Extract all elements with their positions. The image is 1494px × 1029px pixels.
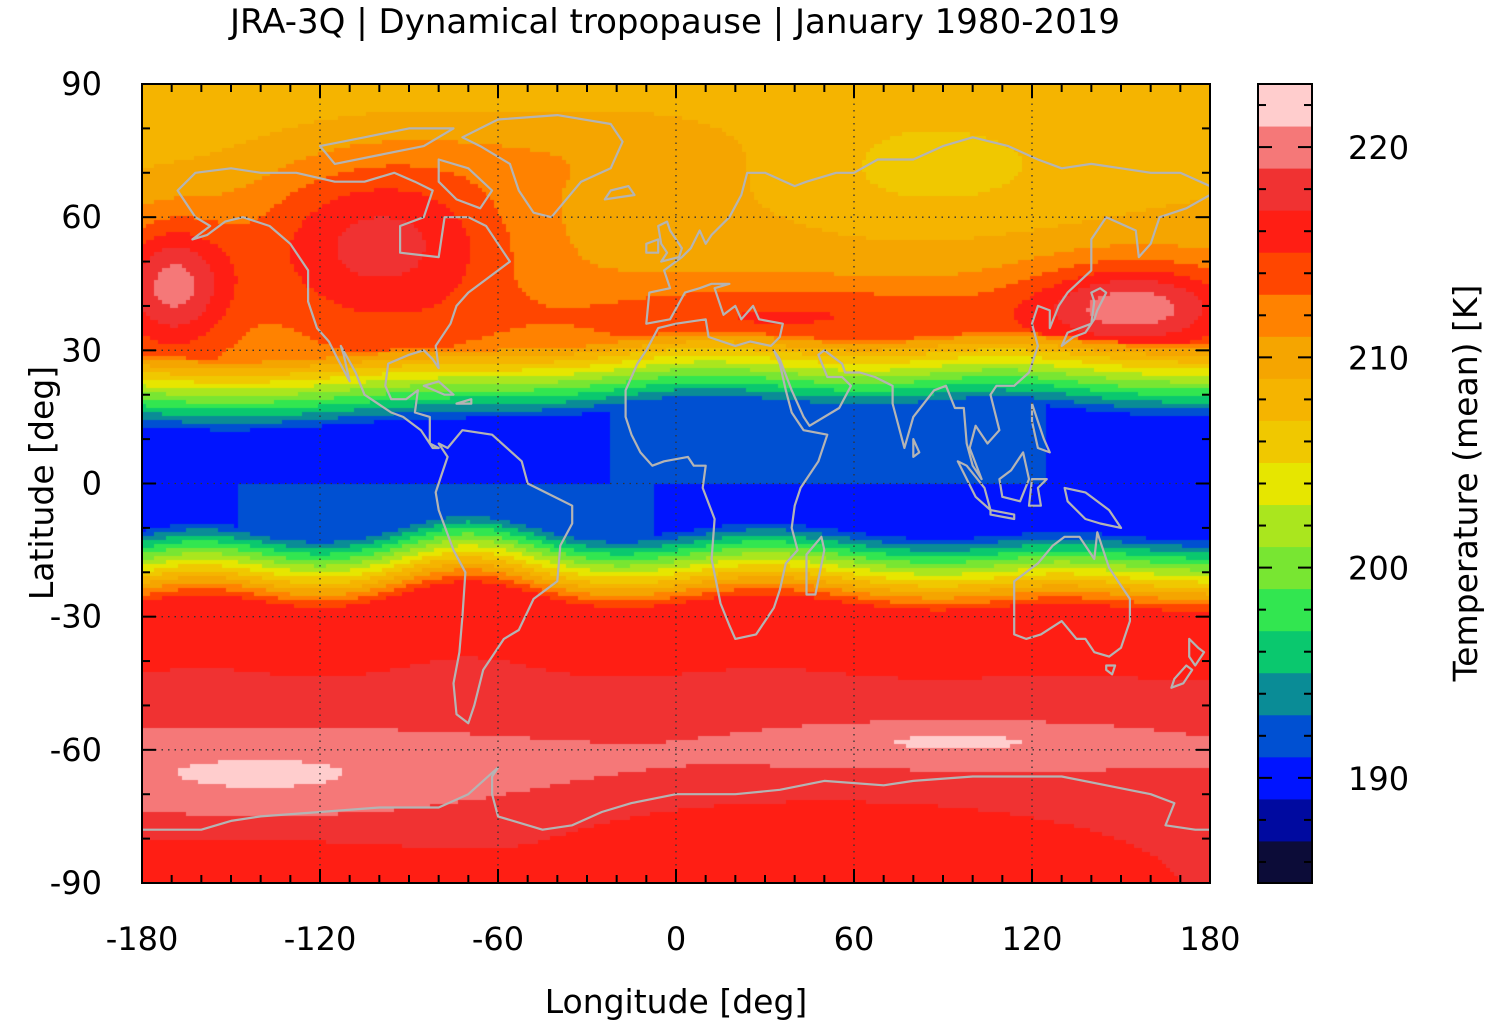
colorbar-tick-label: 200	[1348, 550, 1409, 588]
coastline-tasmania	[1105, 664, 1117, 676]
x-tick-label: 180	[1179, 920, 1240, 958]
colorbar-tick-label: 220	[1348, 129, 1409, 167]
coastline-sri-lanka	[912, 438, 921, 458]
coastline-iceland	[603, 185, 636, 201]
coastlines	[142, 113, 1210, 831]
y-axis-label: Latitude [deg]	[22, 365, 61, 601]
y-tick-label: 0	[82, 465, 102, 503]
coastline-borneo	[998, 451, 1031, 503]
coastline-cuba	[422, 380, 455, 396]
coastline-java	[989, 509, 1016, 521]
plot-area	[142, 84, 1210, 883]
coastline-antarctica	[142, 766, 1210, 831]
y-tick-label: 30	[61, 331, 102, 369]
coastline-hispaniola	[455, 398, 473, 405]
coastline-ireland	[645, 238, 660, 254]
colorbar-swatch	[1258, 294, 1312, 337]
y-tick-label: -60	[50, 731, 102, 769]
colorbar-tick-label: 190	[1348, 760, 1409, 798]
colorbar-swatch	[1258, 714, 1312, 758]
colorbar-swatch	[1258, 672, 1312, 716]
x-tick-label: 120	[1001, 920, 1062, 958]
colorbar-swatch	[1258, 168, 1312, 211]
x-tick-label: -60	[472, 920, 524, 958]
x-tick-label: 0	[666, 920, 686, 958]
coastline-great-britain	[657, 220, 684, 263]
coastline-philippines	[1030, 402, 1051, 454]
coastline-canada-islands	[318, 127, 455, 165]
coastline-baffin	[437, 158, 494, 210]
x-tick-label: 60	[834, 920, 875, 958]
y-tick-label: 60	[61, 198, 102, 236]
colorbar-swatch	[1258, 84, 1312, 127]
colorbar-swatch	[1258, 462, 1312, 506]
y-tick-label: 90	[61, 65, 102, 103]
colorbar-label: Temperature (mean) [K]	[1446, 284, 1485, 682]
coastline-japan	[1060, 287, 1108, 347]
y-tick-label: -30	[50, 598, 102, 636]
y-tick-labels: 90 60 30 0 -30 -60 -90	[50, 65, 102, 902]
x-axis-label: Longitude [deg]	[544, 982, 808, 1021]
coastline-sulawesi	[1027, 478, 1048, 507]
colorbar-swatch	[1258, 588, 1312, 632]
colorbar-swatch	[1258, 210, 1312, 253]
chart-title: JRA-3Q | Dynamical tropopause | January …	[230, 2, 1120, 42]
coastline-new-zealand-north	[1188, 637, 1206, 667]
coastline-north-america	[176, 167, 511, 450]
coastline-greenland	[461, 113, 624, 219]
colorbar-tick-label: 210	[1348, 339, 1409, 377]
coastline-madagascar	[805, 535, 826, 596]
colorbar-swatch	[1258, 252, 1312, 295]
colorbar	[1258, 84, 1312, 884]
colorbar-swatch	[1258, 840, 1312, 884]
x-tick-label: -120	[284, 920, 357, 958]
x-tick-label: -180	[106, 920, 179, 958]
axis-ticks	[141, 83, 1211, 884]
colorbar-tick-labels: 190 200 210 220	[1348, 129, 1409, 798]
coastline-new-guinea	[1063, 486, 1123, 530]
colorbar-swatch	[1258, 798, 1312, 842]
coastline-sumatra	[956, 460, 992, 512]
colorbar-swatch	[1258, 630, 1312, 674]
colorbar-ticks	[1258, 104, 1312, 863]
colorbar-swatch	[1258, 504, 1312, 548]
coastline-eurasia-africa	[624, 136, 1210, 641]
colorbar-swatch	[1258, 420, 1312, 463]
y-tick-label: -90	[50, 864, 102, 902]
coastline-new-zealand-south	[1170, 664, 1194, 689]
coastline-south-america	[434, 429, 574, 725]
colorbar-swatch	[1258, 378, 1312, 421]
grid-lines	[142, 84, 1210, 883]
coastline-australia	[1013, 531, 1132, 658]
x-tick-labels: -180 -120 -60 0 60 120 180	[106, 920, 1241, 958]
